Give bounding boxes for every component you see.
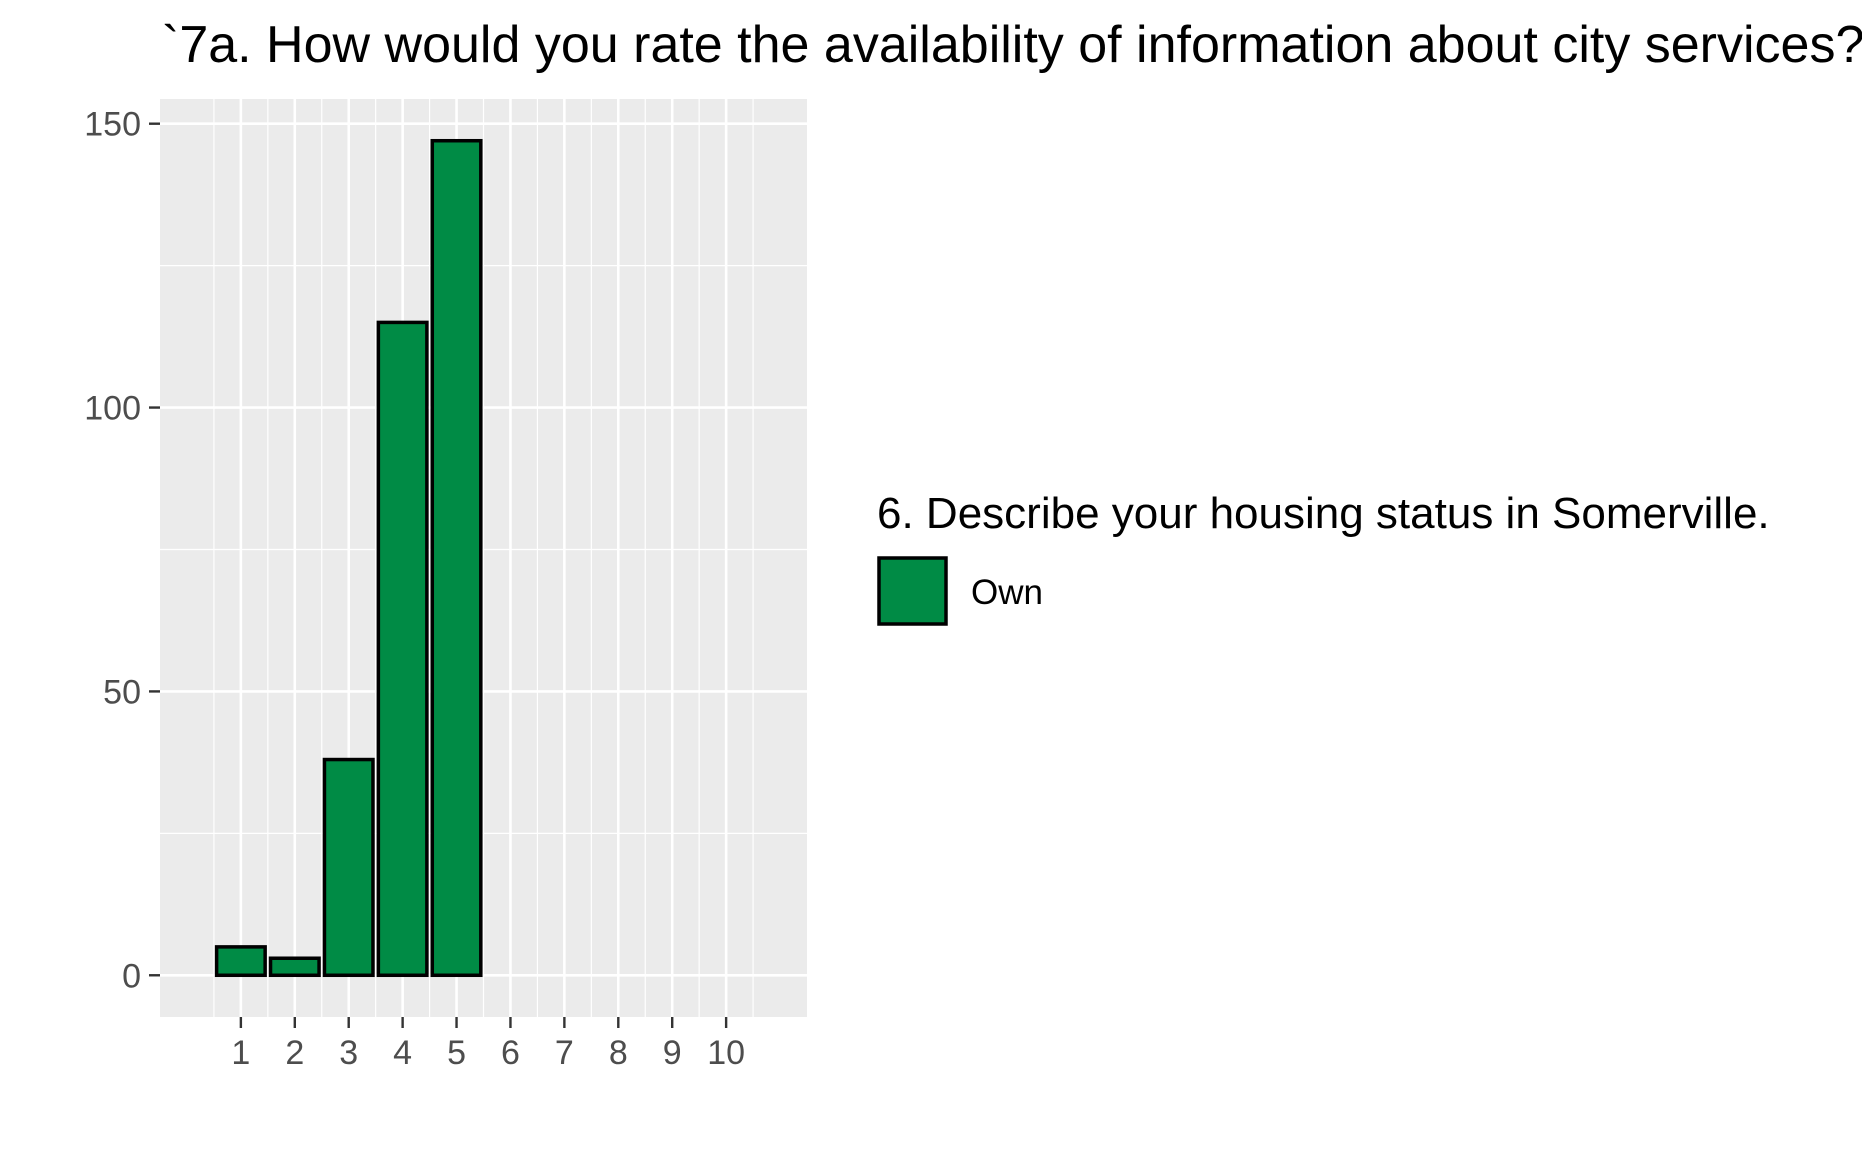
legend-title: 6. Describe your housing status in Somer… [877, 489, 1770, 538]
bars [214, 138, 483, 978]
x-tick-label: 5 [447, 1034, 466, 1072]
y-tick-label: 100 [84, 390, 141, 428]
y-tick-label: 50 [103, 673, 141, 711]
x-tick-label: 1 [231, 1034, 250, 1072]
legend-label-own: Own [971, 573, 1043, 612]
x-tick-label: 9 [663, 1034, 682, 1072]
bar-2 [268, 956, 321, 978]
bar-4 [376, 320, 429, 978]
chart-title: `7a. How would you rate the availability… [162, 16, 1862, 74]
y-tick-label: 150 [84, 106, 141, 144]
x-tick-label: 2 [285, 1034, 304, 1072]
y-tick-label: 0 [122, 957, 141, 995]
axes: 0 50 100 150 1 2 3 4 5 6 7 8 9 10 [84, 106, 745, 1072]
x-tick-label: 8 [609, 1034, 628, 1072]
bar-5 [430, 138, 483, 978]
x-tick-label: 6 [501, 1034, 520, 1072]
x-tick-label: 3 [339, 1034, 358, 1072]
x-tick-label: 10 [707, 1034, 745, 1072]
legend: 6. Describe your housing status in Somer… [877, 489, 1770, 626]
bar-3 [322, 757, 375, 978]
legend-key-own [877, 556, 948, 626]
bar-1 [214, 945, 267, 978]
x-tick-label: 4 [393, 1034, 412, 1072]
x-tick-label: 7 [555, 1034, 574, 1072]
